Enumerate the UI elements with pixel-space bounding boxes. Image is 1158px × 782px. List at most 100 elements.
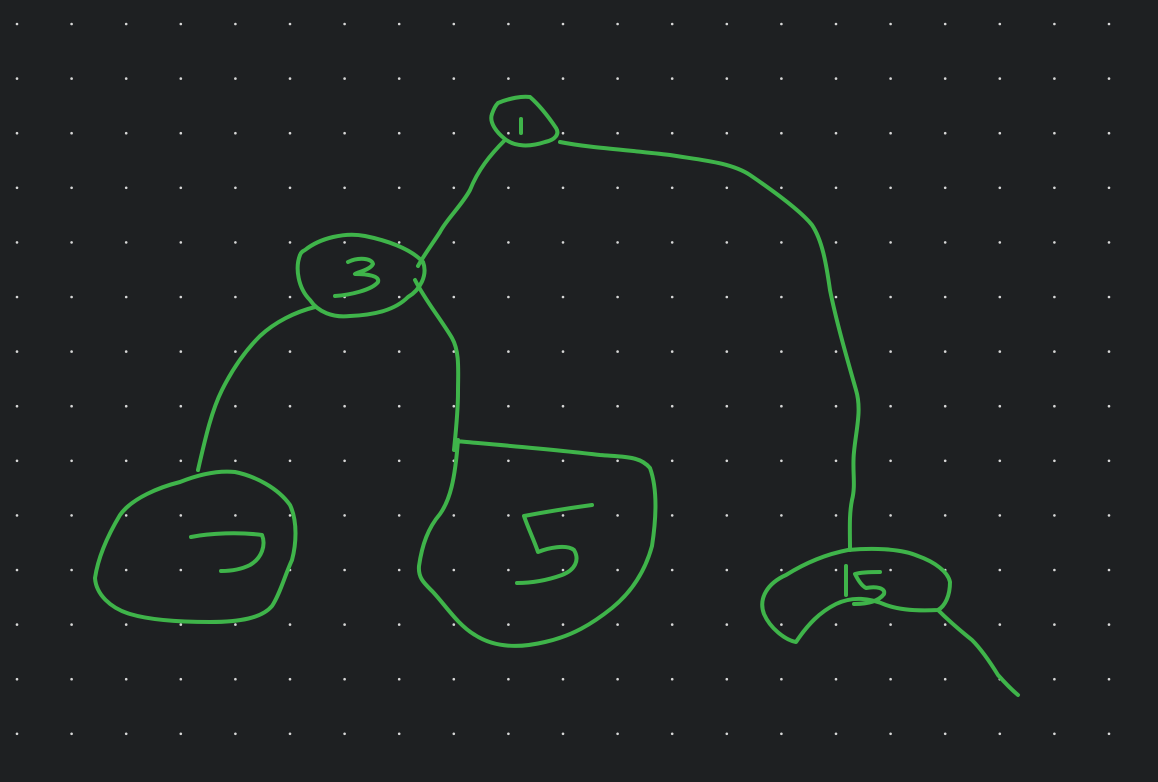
grid-dot	[452, 186, 456, 190]
grid-dot	[943, 241, 947, 244]
node-15[interactable]	[760, 546, 952, 644]
node-7[interactable]	[93, 469, 298, 624]
grid-dot	[998, 514, 1002, 517]
grid-dot	[998, 623, 1002, 626]
grid-dot	[1107, 623, 1111, 626]
grid-dot	[397, 404, 401, 408]
grid-dot	[998, 404, 1002, 408]
grid-dot	[179, 295, 183, 299]
grid-dot	[234, 514, 237, 517]
grid-dot	[670, 77, 674, 80]
grid-dot	[179, 568, 183, 572]
grid-dot	[834, 623, 838, 626]
grid-dot	[397, 22, 401, 26]
grid-dot	[124, 350, 128, 353]
grid-dot	[943, 732, 947, 736]
grid-dot	[343, 677, 346, 681]
grid-dot	[1107, 404, 1111, 408]
grid-dot	[1107, 350, 1111, 353]
grid-dot	[397, 186, 401, 190]
grid-dot	[507, 350, 510, 353]
grid-dot	[889, 350, 892, 353]
grid-dot	[834, 131, 838, 135]
grid-dot	[943, 623, 947, 626]
node-1[interactable]	[489, 94, 560, 148]
grid-dot	[1053, 77, 1056, 80]
grid-dot	[561, 568, 565, 572]
grid-dot	[561, 404, 565, 408]
grid-dot	[889, 131, 892, 135]
grid-dot	[780, 22, 783, 26]
grid-dot	[1107, 459, 1111, 463]
grid-dot	[780, 459, 783, 463]
grid-dot	[1053, 568, 1056, 572]
grid-dot	[889, 186, 892, 190]
grid-dot	[124, 404, 128, 408]
grid-dot	[234, 295, 237, 299]
grid-dot	[725, 22, 729, 26]
edge-1-to-3	[416, 138, 507, 268]
edge-3-to-5	[413, 278, 461, 452]
grid-dot	[670, 404, 674, 408]
grid-dot	[179, 22, 183, 26]
grid-dot	[834, 404, 838, 408]
node-3-outline	[295, 232, 427, 319]
grid-dot	[343, 131, 346, 135]
grid-dot	[834, 350, 838, 353]
grid-dot	[616, 623, 619, 626]
grid-dot	[1053, 404, 1056, 408]
grid-dot	[452, 404, 456, 408]
grid-dot	[507, 77, 510, 80]
grid-dot	[1053, 295, 1056, 299]
node-7-outline	[93, 469, 298, 624]
grid-dot	[15, 295, 19, 299]
grid-dot	[616, 77, 619, 80]
grid-dot	[670, 131, 674, 135]
grid-dot	[834, 295, 838, 299]
node-5[interactable]	[416, 438, 658, 648]
grid-dot	[998, 22, 1002, 26]
grid-dot	[507, 131, 510, 135]
dot-grid	[15, 22, 1111, 736]
grid-dot	[1053, 732, 1056, 736]
grid-dot	[616, 514, 619, 517]
grid-dot	[561, 131, 565, 135]
grid-dot	[780, 568, 783, 572]
grid-dot	[725, 350, 729, 353]
grid-dot	[998, 186, 1002, 190]
grid-dot	[179, 404, 183, 408]
grid-dot	[397, 77, 401, 80]
grid-dot	[15, 22, 19, 26]
node-3[interactable]	[295, 232, 427, 319]
grid-dot	[670, 677, 674, 681]
grid-dot	[343, 22, 346, 26]
grid-dot	[288, 404, 292, 408]
grid-dot	[561, 623, 565, 626]
grid-dot	[943, 350, 947, 353]
grid-dot	[834, 241, 838, 244]
grid-dot	[288, 459, 292, 463]
grid-dot	[943, 186, 947, 190]
grid-dot	[15, 241, 19, 244]
grid-dot	[234, 623, 237, 626]
grid-dot	[179, 350, 183, 353]
grid-dot	[452, 623, 456, 626]
grid-dot	[943, 22, 947, 26]
grid-dot	[234, 350, 237, 353]
grid-dot	[124, 186, 128, 190]
grid-dot	[725, 77, 729, 80]
grid-dot	[670, 732, 674, 736]
grid-dot	[943, 295, 947, 299]
grid-dot	[889, 77, 892, 80]
grid-dot	[616, 732, 619, 736]
grid-dot	[124, 459, 128, 463]
grid-dot	[1053, 514, 1056, 517]
grid-dot	[616, 131, 619, 135]
grid-dot	[561, 186, 565, 190]
grid-dot	[670, 568, 674, 572]
grid-dot	[998, 295, 1002, 299]
grid-dot	[15, 77, 19, 80]
grid-dot	[507, 404, 510, 408]
grid-dot	[70, 77, 73, 80]
